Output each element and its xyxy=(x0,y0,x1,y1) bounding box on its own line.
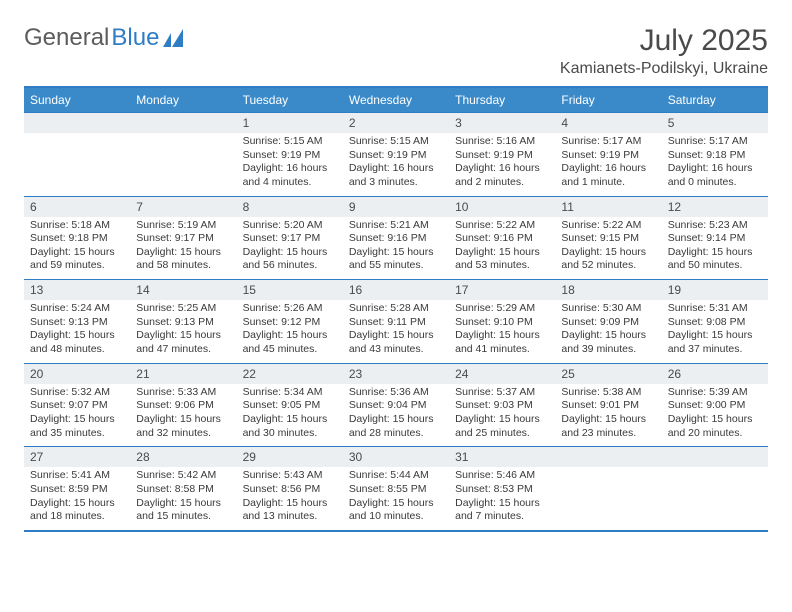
dow-header-row: SundayMondayTuesdayWednesdayThursdayFrid… xyxy=(24,87,768,113)
day-number: 8 xyxy=(237,196,343,217)
day-number: 20 xyxy=(24,363,130,384)
day-cell: Sunrise: 5:33 AMSunset: 9:06 PMDaylight:… xyxy=(130,384,236,447)
day-number: 12 xyxy=(662,196,768,217)
daybody-row: Sunrise: 5:18 AMSunset: 9:18 PMDaylight:… xyxy=(24,217,768,280)
day-cell: Sunrise: 5:19 AMSunset: 9:17 PMDaylight:… xyxy=(130,217,236,280)
day-cell xyxy=(130,133,236,196)
day-number: 9 xyxy=(343,196,449,217)
day-number: 7 xyxy=(130,196,236,217)
day-number: 6 xyxy=(24,196,130,217)
day-number: 11 xyxy=(555,196,661,217)
dow-header: Monday xyxy=(130,87,236,113)
dow-header: Friday xyxy=(555,87,661,113)
day-number: 13 xyxy=(24,280,130,301)
day-number: 2 xyxy=(343,113,449,134)
day-cell: Sunrise: 5:22 AMSunset: 9:15 PMDaylight:… xyxy=(555,217,661,280)
day-number: 16 xyxy=(343,280,449,301)
logo: GeneralBlue xyxy=(24,24,189,52)
day-number: 14 xyxy=(130,280,236,301)
day-number: 24 xyxy=(449,363,555,384)
day-number xyxy=(24,113,130,134)
daynum-row: 12345 xyxy=(24,113,768,134)
day-number: 25 xyxy=(555,363,661,384)
dow-header: Sunday xyxy=(24,87,130,113)
day-number: 19 xyxy=(662,280,768,301)
day-cell: Sunrise: 5:42 AMSunset: 8:58 PMDaylight:… xyxy=(130,467,236,531)
daybody-row: Sunrise: 5:15 AMSunset: 9:19 PMDaylight:… xyxy=(24,133,768,196)
day-cell xyxy=(662,467,768,531)
daynum-row: 20212223242526 xyxy=(24,363,768,384)
daynum-row: 2728293031 xyxy=(24,447,768,468)
day-number xyxy=(555,447,661,468)
day-number: 1 xyxy=(237,113,343,134)
day-cell: Sunrise: 5:31 AMSunset: 9:08 PMDaylight:… xyxy=(662,300,768,363)
dow-header: Wednesday xyxy=(343,87,449,113)
month-title: July 2025 xyxy=(560,24,768,58)
day-cell: Sunrise: 5:17 AMSunset: 9:19 PMDaylight:… xyxy=(555,133,661,196)
day-cell: Sunrise: 5:37 AMSunset: 9:03 PMDaylight:… xyxy=(449,384,555,447)
day-number: 29 xyxy=(237,447,343,468)
logo-text-2: Blue xyxy=(111,24,159,52)
title-block: July 2025 Kamianets-Podilskyi, Ukraine xyxy=(560,24,768,78)
day-number xyxy=(662,447,768,468)
day-cell: Sunrise: 5:26 AMSunset: 9:12 PMDaylight:… xyxy=(237,300,343,363)
day-cell xyxy=(24,133,130,196)
dow-header: Tuesday xyxy=(237,87,343,113)
location: Kamianets-Podilskyi, Ukraine xyxy=(560,60,768,78)
day-cell: Sunrise: 5:44 AMSunset: 8:55 PMDaylight:… xyxy=(343,467,449,531)
day-cell: Sunrise: 5:17 AMSunset: 9:18 PMDaylight:… xyxy=(662,133,768,196)
daynum-row: 13141516171819 xyxy=(24,280,768,301)
day-cell: Sunrise: 5:15 AMSunset: 9:19 PMDaylight:… xyxy=(237,133,343,196)
day-number: 4 xyxy=(555,113,661,134)
day-cell: Sunrise: 5:23 AMSunset: 9:14 PMDaylight:… xyxy=(662,217,768,280)
day-cell xyxy=(555,467,661,531)
day-cell: Sunrise: 5:16 AMSunset: 9:19 PMDaylight:… xyxy=(449,133,555,196)
day-cell: Sunrise: 5:30 AMSunset: 9:09 PMDaylight:… xyxy=(555,300,661,363)
day-number: 27 xyxy=(24,447,130,468)
day-number: 26 xyxy=(662,363,768,384)
daybody-row: Sunrise: 5:24 AMSunset: 9:13 PMDaylight:… xyxy=(24,300,768,363)
day-number: 31 xyxy=(449,447,555,468)
day-number: 18 xyxy=(555,280,661,301)
day-number: 22 xyxy=(237,363,343,384)
day-number: 23 xyxy=(343,363,449,384)
day-cell: Sunrise: 5:38 AMSunset: 9:01 PMDaylight:… xyxy=(555,384,661,447)
day-number: 30 xyxy=(343,447,449,468)
dow-header: Thursday xyxy=(449,87,555,113)
day-cell: Sunrise: 5:24 AMSunset: 9:13 PMDaylight:… xyxy=(24,300,130,363)
calendar-table: SundayMondayTuesdayWednesdayThursdayFrid… xyxy=(24,86,768,532)
day-cell: Sunrise: 5:32 AMSunset: 9:07 PMDaylight:… xyxy=(24,384,130,447)
day-cell: Sunrise: 5:18 AMSunset: 9:18 PMDaylight:… xyxy=(24,217,130,280)
day-cell: Sunrise: 5:29 AMSunset: 9:10 PMDaylight:… xyxy=(449,300,555,363)
day-cell: Sunrise: 5:34 AMSunset: 9:05 PMDaylight:… xyxy=(237,384,343,447)
logo-text-1: General xyxy=(24,24,109,52)
day-number: 5 xyxy=(662,113,768,134)
page-header: GeneralBlue July 2025 Kamianets-Podilsky… xyxy=(24,24,768,78)
day-number: 10 xyxy=(449,196,555,217)
day-cell: Sunrise: 5:39 AMSunset: 9:00 PMDaylight:… xyxy=(662,384,768,447)
daynum-row: 6789101112 xyxy=(24,196,768,217)
dow-header: Saturday xyxy=(662,87,768,113)
daybody-row: Sunrise: 5:32 AMSunset: 9:07 PMDaylight:… xyxy=(24,384,768,447)
day-cell: Sunrise: 5:20 AMSunset: 9:17 PMDaylight:… xyxy=(237,217,343,280)
day-cell: Sunrise: 5:25 AMSunset: 9:13 PMDaylight:… xyxy=(130,300,236,363)
day-number: 15 xyxy=(237,280,343,301)
day-number: 21 xyxy=(130,363,236,384)
day-cell: Sunrise: 5:46 AMSunset: 8:53 PMDaylight:… xyxy=(449,467,555,531)
day-cell: Sunrise: 5:41 AMSunset: 8:59 PMDaylight:… xyxy=(24,467,130,531)
day-number: 3 xyxy=(449,113,555,134)
day-cell: Sunrise: 5:15 AMSunset: 9:19 PMDaylight:… xyxy=(343,133,449,196)
day-cell: Sunrise: 5:22 AMSunset: 9:16 PMDaylight:… xyxy=(449,217,555,280)
day-cell: Sunrise: 5:36 AMSunset: 9:04 PMDaylight:… xyxy=(343,384,449,447)
logo-icon xyxy=(163,29,189,47)
day-cell: Sunrise: 5:43 AMSunset: 8:56 PMDaylight:… xyxy=(237,467,343,531)
day-number: 28 xyxy=(130,447,236,468)
day-number: 17 xyxy=(449,280,555,301)
day-number xyxy=(130,113,236,134)
daybody-row: Sunrise: 5:41 AMSunset: 8:59 PMDaylight:… xyxy=(24,467,768,531)
day-cell: Sunrise: 5:28 AMSunset: 9:11 PMDaylight:… xyxy=(343,300,449,363)
day-cell: Sunrise: 5:21 AMSunset: 9:16 PMDaylight:… xyxy=(343,217,449,280)
